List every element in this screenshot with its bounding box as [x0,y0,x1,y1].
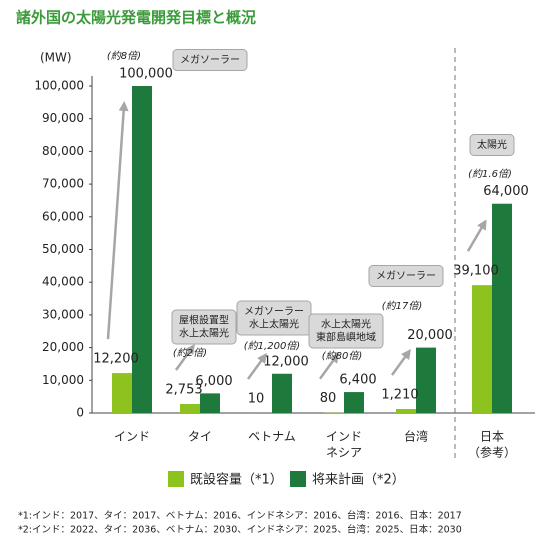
y-tick-label: 0 [76,406,84,420]
y-tick-label: 100,000 [34,79,84,93]
note-text: 水上太陽光 [249,318,299,331]
ratio-label: (約2倍) [173,347,207,359]
y-unit: (MW) [40,51,72,65]
bar [396,409,416,413]
note-text: 太陽光 [477,138,507,151]
y-tick-label: 90,000 [42,111,84,125]
note-box [172,49,248,71]
bar [200,393,220,413]
value-label: 2,753 [165,382,202,397]
x-tick-label: ネシア [326,446,362,460]
value-label: 100,000 [119,67,173,82]
note-box [171,309,237,345]
bar [472,285,492,413]
note-box [469,134,515,156]
bar [416,347,436,413]
ratio-label: (約17倍) [382,300,423,312]
arrow [466,219,487,252]
x-tick-label: （参考） [468,445,516,460]
value-label: 12,000 [263,354,309,369]
arrow [318,352,339,380]
y-tick-label: 80,000 [42,144,84,158]
y-tick-label: 40,000 [42,275,84,289]
x-tick-label: 日本 [480,430,504,444]
note-box [308,313,384,349]
value-label: 12,200 [93,352,139,367]
legend-swatch [168,471,184,487]
value-label: 6,000 [195,374,232,389]
y-tick-label: 50,000 [42,242,84,256]
y-tick-label: 20,000 [42,340,84,354]
x-tick-label: 台湾 [404,429,428,444]
arrow [174,343,195,371]
note-text: 東部島嶼地域 [316,331,376,344]
y-tick-label: 30,000 [42,307,84,321]
bar [112,373,132,413]
footnote: *2:インド：2022、タイ：2036、ベトナム：2030、インドネシア：202… [18,524,462,536]
legend-swatch [290,471,306,487]
y-tick-label: 10,000 [42,373,84,387]
bar [180,403,200,413]
x-tick-label: ベトナム [248,430,296,444]
arrow [390,348,411,376]
y-tick-label: 60,000 [42,209,84,223]
note-text: 水上太陽光 [179,327,229,340]
ratio-label: (約1,200倍) [244,340,300,352]
chart-title: 諸外国の太陽光発電開発目標と概況 [16,9,256,27]
value-label: 6,400 [339,373,376,388]
footnote: *1:インド：2017、タイ：2017、ベトナム：2016、インドネシア：201… [18,510,462,522]
x-tick-label: インド [326,430,362,444]
arrow [246,352,267,380]
ratio-label: (約1.6倍) [468,168,512,180]
bar [272,373,292,413]
legend-label: 既設容量（*1） [190,472,283,488]
note-box [368,265,444,287]
bar [132,86,152,413]
note-text: メガソーラー [376,270,436,282]
value-label: 1,210 [381,388,418,403]
y-tick-label: 70,000 [42,177,84,191]
bar [492,203,512,413]
value-label: 10 [248,391,265,406]
value-label: 20,000 [407,328,453,343]
note-text: メガソーラー [180,54,240,66]
value-label: 39,100 [453,264,499,279]
note-text: メガソーラー [244,306,304,318]
ratio-label: (約8倍) [107,50,141,62]
note-text: 水上太陽光 [321,318,371,331]
legend-label: 将来計画（*2） [312,472,405,488]
x-tick-label: インド [114,430,150,444]
bar [344,392,364,413]
x-tick-label: タイ [188,430,212,444]
arrow [106,101,129,340]
ratio-label: (約80倍) [322,350,363,362]
value-label: 64,000 [483,184,529,199]
note-text: 屋根設置型 [179,314,229,327]
value-label: 80 [320,391,337,406]
